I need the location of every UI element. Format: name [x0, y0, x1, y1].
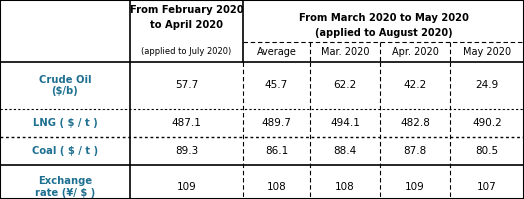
Text: 108: 108 — [267, 182, 287, 192]
Text: (applied to July 2020): (applied to July 2020) — [141, 47, 232, 56]
Text: LNG ( $ / t ): LNG ( $ / t ) — [32, 118, 97, 128]
Text: Average: Average — [257, 47, 297, 57]
Text: Exchange
rate (¥/ $ ): Exchange rate (¥/ $ ) — [35, 176, 95, 198]
Text: 62.2: 62.2 — [333, 81, 357, 91]
Text: 487.1: 487.1 — [171, 118, 201, 128]
Text: 80.5: 80.5 — [475, 146, 498, 156]
Text: From March 2020 to May 2020: From March 2020 to May 2020 — [299, 13, 468, 23]
Text: 24.9: 24.9 — [475, 81, 499, 91]
Text: (applied to August 2020): (applied to August 2020) — [315, 28, 452, 38]
Text: 42.2: 42.2 — [403, 81, 427, 91]
Text: 108: 108 — [335, 182, 355, 192]
Text: 109: 109 — [405, 182, 425, 192]
Text: 109: 109 — [177, 182, 196, 192]
Text: Crude Oil
($/b): Crude Oil ($/b) — [39, 75, 91, 96]
Text: 107: 107 — [477, 182, 497, 192]
Text: 482.8: 482.8 — [400, 118, 430, 128]
Text: 87.8: 87.8 — [403, 146, 427, 156]
Text: May 2020: May 2020 — [463, 47, 511, 57]
Text: 490.2: 490.2 — [472, 118, 502, 128]
Text: 86.1: 86.1 — [265, 146, 288, 156]
Text: Coal ( $ / t ): Coal ( $ / t ) — [32, 146, 98, 156]
Text: 57.7: 57.7 — [175, 81, 198, 91]
Text: 494.1: 494.1 — [330, 118, 360, 128]
Text: 88.4: 88.4 — [333, 146, 357, 156]
Text: 489.7: 489.7 — [261, 118, 291, 128]
Text: Mar. 2020: Mar. 2020 — [321, 47, 369, 57]
Text: Apr. 2020: Apr. 2020 — [391, 47, 439, 57]
Text: 45.7: 45.7 — [265, 81, 288, 91]
Text: 89.3: 89.3 — [175, 146, 198, 156]
Text: From February 2020
to April 2020: From February 2020 to April 2020 — [129, 5, 243, 30]
